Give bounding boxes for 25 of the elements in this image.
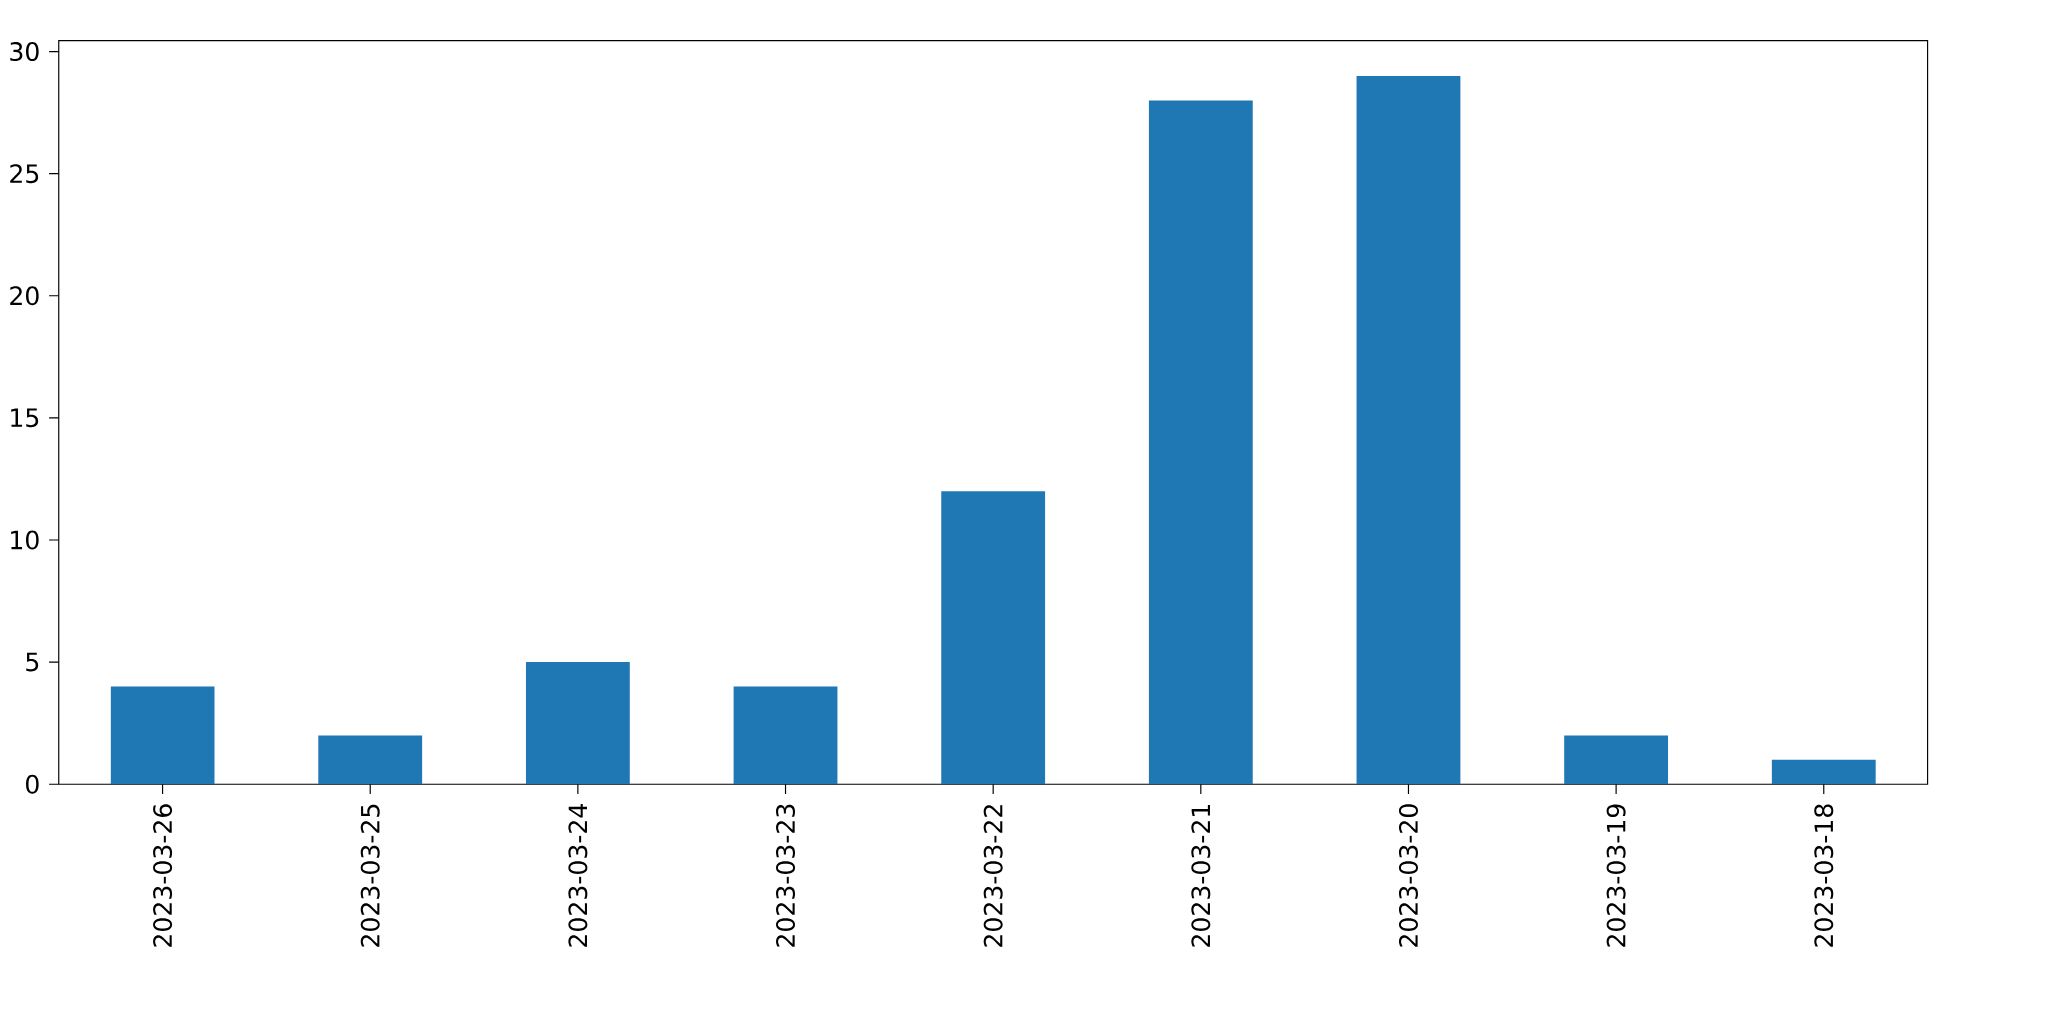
x-tick-label: 2023-03-19 [1606, 804, 1626, 947]
bar [1148, 100, 1253, 785]
x-tick-label: 2023-03-26 [153, 804, 173, 947]
y-tick-label: 10 [11, 530, 39, 550]
bar [1771, 759, 1876, 785]
bar [525, 662, 630, 785]
y-tick-label: 25 [10, 164, 39, 184]
x-tick-label: 2023-03-23 [776, 804, 796, 947]
y-tick-label: 5 [26, 652, 39, 672]
x-tick-label: 2023-03-25 [360, 805, 380, 947]
y-tick-label: 15 [11, 408, 39, 428]
bar [110, 686, 215, 785]
y-tick-label: 30 [10, 42, 39, 62]
x-tick-label: 2023-03-20 [1398, 804, 1418, 947]
x-tick-label: 2023-03-22 [983, 805, 1003, 947]
x-tick-label: 2023-03-24 [568, 804, 588, 947]
bar [1356, 76, 1461, 785]
x-tick-label: 2023-03-18 [1814, 804, 1834, 947]
bar [733, 686, 838, 785]
bar [941, 491, 1046, 785]
bar [1564, 735, 1669, 785]
y-tick-label: 20 [10, 286, 39, 306]
bar [318, 735, 423, 785]
y-tick-label: 0 [26, 774, 39, 794]
x-tick-label: 2023-03-21 [1191, 805, 1211, 947]
